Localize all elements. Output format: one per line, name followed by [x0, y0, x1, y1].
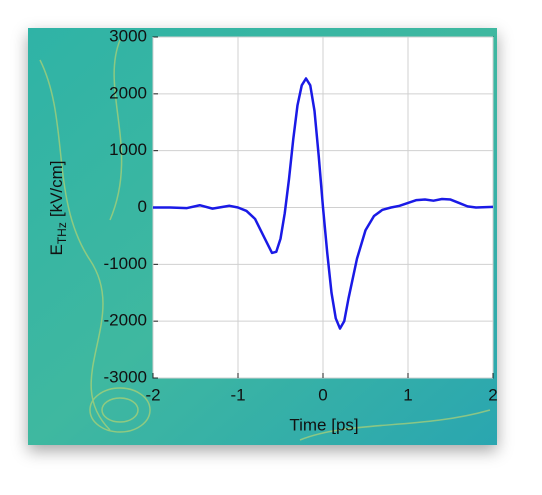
y-label-unit: [kV/cm]: [47, 160, 66, 217]
plot: [152, 36, 494, 379]
x-tick-label: 2: [488, 385, 497, 404]
y-label-sub: THz: [55, 222, 69, 244]
x-tick-label: -1: [230, 385, 245, 404]
y-axis-label: ETHz [kV/cm]: [47, 160, 69, 255]
y-tick-label: 1000: [109, 140, 147, 159]
x-tick-label: 0: [318, 385, 327, 404]
y-tick-label: 2000: [109, 83, 147, 102]
y-tick-label: -2000: [104, 311, 147, 330]
y-label-main: E: [47, 244, 66, 255]
y-tick-label: 0: [138, 197, 147, 216]
y-tick-label: 3000: [109, 26, 147, 45]
y-tick-label: -1000: [104, 254, 147, 273]
data-line: [153, 77, 494, 330]
texture: [39, 39, 491, 441]
x-tick-label: -2: [145, 385, 160, 404]
x-axis-label: Time [ps]: [289, 415, 358, 434]
x-tick-label: 1: [403, 385, 412, 404]
y-tick-label: -3000: [104, 367, 147, 386]
